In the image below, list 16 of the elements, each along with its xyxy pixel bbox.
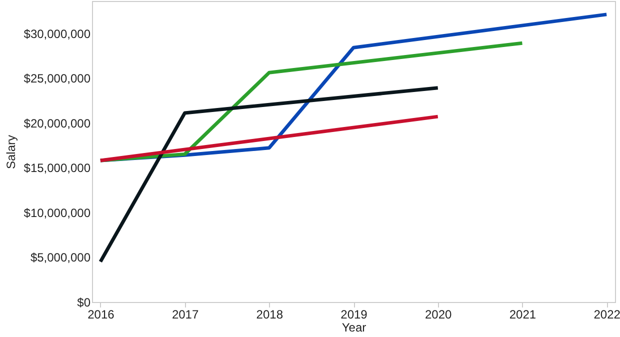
y-tick-label: $20,000,000: [24, 116, 91, 130]
x-tick-label: 2021: [509, 308, 536, 322]
x-tick-label: 2016: [88, 308, 115, 322]
y-tick-label: $15,000,000: [24, 161, 91, 176]
x-tick-label: 2022: [594, 308, 620, 322]
y-axis-title: Salary: [4, 134, 18, 170]
y-tick-label: $30,000,000: [24, 26, 91, 41]
y-tick-label: $5,000,000: [30, 250, 91, 265]
x-tick-label: 2018: [256, 308, 284, 322]
y-tick-label: $10,000,000: [24, 206, 91, 220]
x-tick-label: 2019: [340, 308, 368, 322]
y-tick-label: $25,000,000: [24, 72, 91, 86]
x-tick-label: 2020: [425, 308, 452, 322]
y-tick-label: $0: [77, 296, 91, 310]
x-axis-title: Year: [342, 320, 366, 334]
x-tick-label: 2017: [172, 308, 199, 322]
